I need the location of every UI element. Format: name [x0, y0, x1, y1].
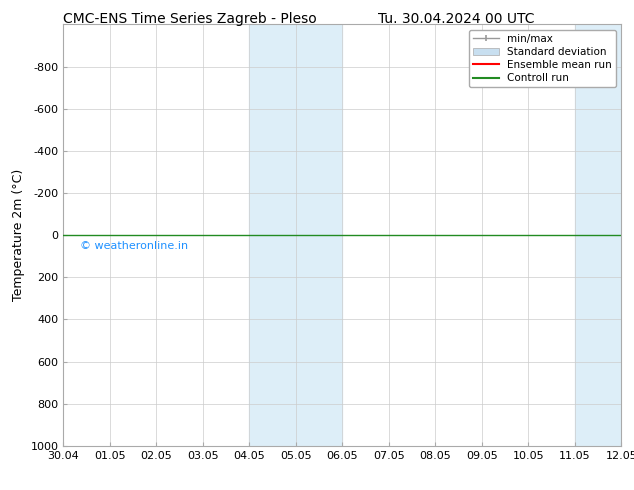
Bar [249, 24, 342, 446]
Legend: min/max, Standard deviation, Ensemble mean run, Controll run: min/max, Standard deviation, Ensemble me… [469, 30, 616, 87]
Text: © weatheronline.in: © weatheronline.in [80, 241, 188, 251]
Bar [575, 24, 634, 446]
Y-axis label: Temperature 2m (°C): Temperature 2m (°C) [12, 169, 25, 301]
Text: CMC-ENS Time Series Zagreb - Pleso: CMC-ENS Time Series Zagreb - Pleso [63, 12, 317, 26]
Text: Tu. 30.04.2024 00 UTC: Tu. 30.04.2024 00 UTC [378, 12, 534, 26]
